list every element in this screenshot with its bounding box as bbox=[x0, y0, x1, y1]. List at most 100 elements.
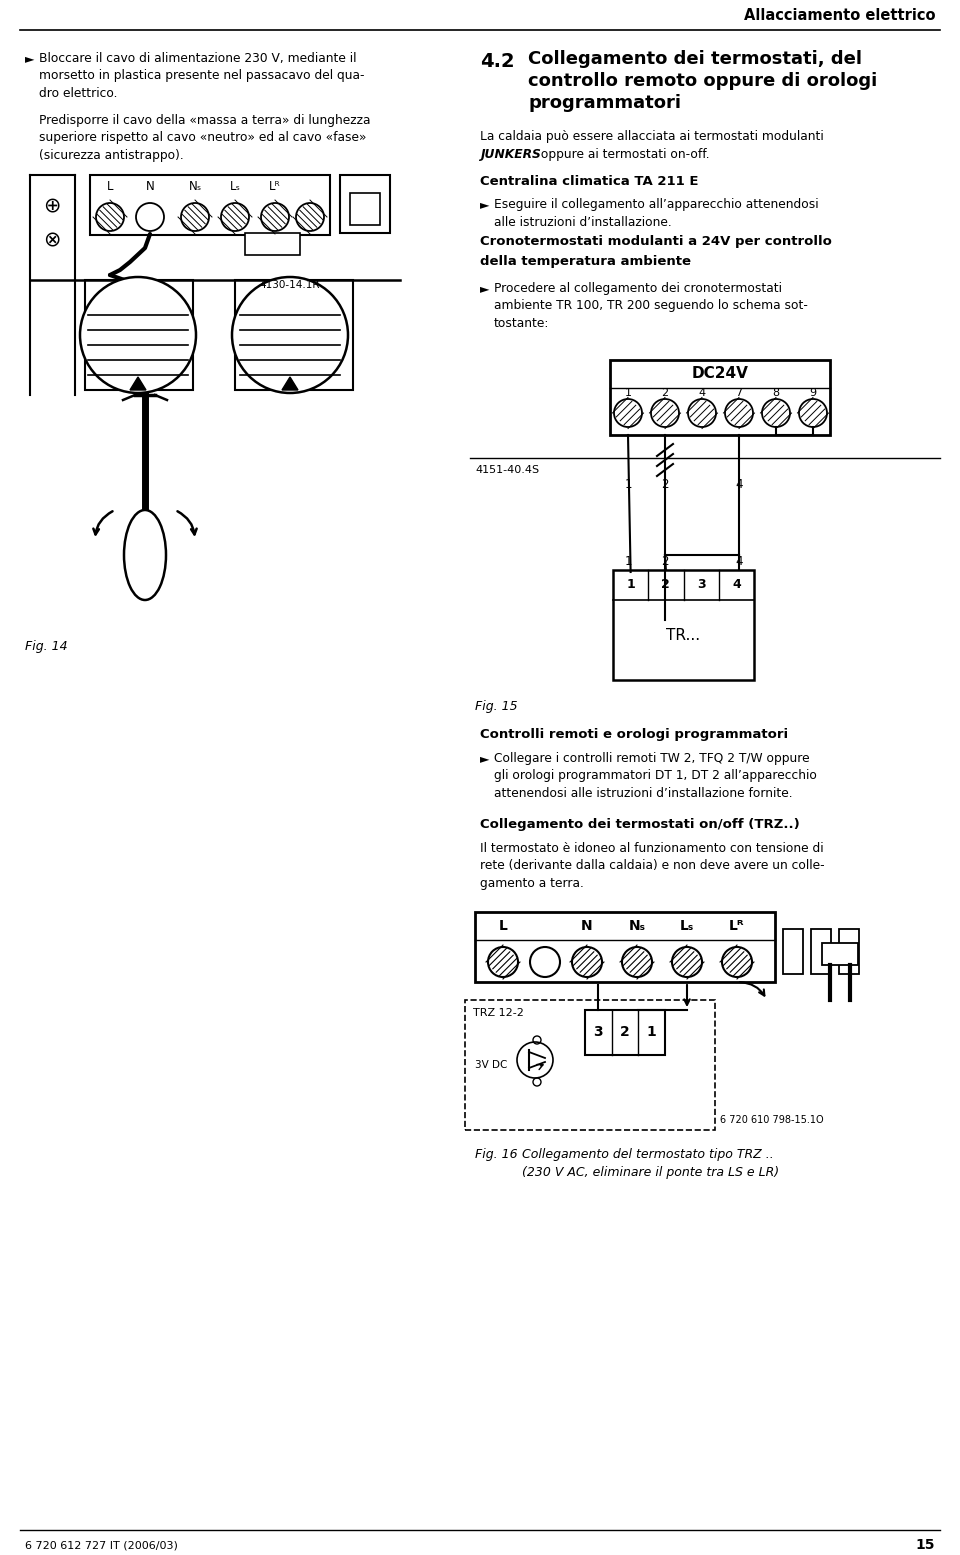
Circle shape bbox=[181, 204, 209, 232]
Text: Nₛ: Nₛ bbox=[188, 180, 202, 193]
Text: Controlli remoti e orologi programmatori: Controlli remoti e orologi programmatori bbox=[480, 728, 788, 742]
Text: 1: 1 bbox=[624, 555, 632, 568]
Bar bbox=[783, 928, 803, 973]
Text: controllo remoto oppure di orologi: controllo remoto oppure di orologi bbox=[528, 72, 877, 90]
Bar bbox=[839, 928, 859, 973]
Bar bbox=[85, 280, 193, 390]
Text: ⊗: ⊗ bbox=[43, 230, 60, 250]
Text: 3: 3 bbox=[593, 1025, 603, 1039]
Text: 2: 2 bbox=[661, 555, 669, 568]
Text: N: N bbox=[146, 180, 155, 193]
Text: Allacciamento elettrico: Allacciamento elettrico bbox=[743, 8, 935, 23]
Circle shape bbox=[799, 400, 827, 428]
Text: ►: ► bbox=[25, 51, 35, 65]
Text: 4.2: 4.2 bbox=[480, 51, 515, 72]
Polygon shape bbox=[130, 376, 146, 390]
Text: Lₛ: Lₛ bbox=[229, 180, 240, 193]
Text: Il termostato è idoneo al funzionamento con tensione di
rete (derivante dalla ca: Il termostato è idoneo al funzionamento … bbox=[480, 841, 825, 889]
Text: 2: 2 bbox=[620, 1025, 630, 1039]
Text: 2: 2 bbox=[661, 389, 668, 398]
Text: 1: 1 bbox=[625, 389, 632, 398]
Text: Procedere al collegamento dei cronotermostati
ambiente TR 100, TR 200 seguendo l: Procedere al collegamento dei cronotermo… bbox=[494, 281, 808, 330]
Text: 4130-14.1R: 4130-14.1R bbox=[259, 280, 320, 289]
Circle shape bbox=[614, 400, 642, 428]
Text: 8: 8 bbox=[773, 389, 780, 398]
Text: 6 720 610 798-15.1O: 6 720 610 798-15.1O bbox=[720, 1115, 824, 1124]
Text: Lᴿ: Lᴿ bbox=[730, 919, 745, 933]
Text: Fig. 14: Fig. 14 bbox=[25, 641, 67, 653]
Circle shape bbox=[80, 277, 196, 393]
Circle shape bbox=[622, 947, 652, 977]
Text: ►: ► bbox=[480, 197, 490, 211]
Bar bbox=[350, 193, 380, 225]
Text: TRZ 12-2: TRZ 12-2 bbox=[473, 1008, 524, 1019]
Text: 4: 4 bbox=[732, 578, 741, 591]
Text: 1: 1 bbox=[626, 578, 635, 591]
Circle shape bbox=[488, 947, 518, 977]
Text: 2: 2 bbox=[661, 578, 670, 591]
Circle shape bbox=[96, 204, 124, 232]
Text: 7: 7 bbox=[735, 389, 743, 398]
Bar bbox=[475, 911, 775, 983]
Text: 6 720 612 727 IT (2006/03): 6 720 612 727 IT (2006/03) bbox=[25, 1539, 178, 1550]
Text: N: N bbox=[581, 919, 593, 933]
Text: 15: 15 bbox=[916, 1538, 935, 1552]
Text: 4: 4 bbox=[735, 555, 743, 568]
Text: Predisporre il cavo della «massa a terra» di lunghezza
superiore rispetto al cav: Predisporre il cavo della «massa a terra… bbox=[39, 114, 371, 162]
Text: 9: 9 bbox=[809, 389, 817, 398]
Circle shape bbox=[530, 947, 560, 977]
Text: Fig. 16: Fig. 16 bbox=[475, 1148, 517, 1162]
Text: Lᴿ: Lᴿ bbox=[269, 180, 281, 193]
Bar bbox=[613, 571, 754, 680]
Circle shape bbox=[296, 204, 324, 232]
Text: 3: 3 bbox=[697, 578, 706, 591]
Bar bbox=[245, 233, 300, 255]
Text: Cronotermostati modulanti a 24V per controllo: Cronotermostati modulanti a 24V per cont… bbox=[480, 235, 832, 247]
Text: ⊕: ⊕ bbox=[43, 194, 60, 215]
Text: L: L bbox=[498, 919, 508, 933]
Circle shape bbox=[762, 400, 790, 428]
Text: JUNKERS: JUNKERS bbox=[480, 148, 540, 162]
Text: Nₛ: Nₛ bbox=[629, 919, 645, 933]
Circle shape bbox=[672, 947, 702, 977]
Text: Collegamento dei termostati on/off (TRZ..): Collegamento dei termostati on/off (TRZ.… bbox=[480, 818, 800, 830]
Bar bbox=[822, 942, 858, 966]
Bar bbox=[585, 1011, 665, 1054]
Bar bbox=[340, 176, 390, 233]
Text: DC24V: DC24V bbox=[691, 367, 749, 381]
Bar bbox=[811, 928, 831, 973]
Circle shape bbox=[722, 947, 752, 977]
Bar bbox=[90, 176, 330, 235]
Ellipse shape bbox=[122, 300, 154, 320]
Text: Bloccare il cavo di alimentazione 230 V, mediante il
morsetto in plastica presen: Bloccare il cavo di alimentazione 230 V,… bbox=[39, 51, 365, 100]
Text: della temperatura ambiente: della temperatura ambiente bbox=[480, 255, 691, 267]
Text: Collegamento del termostato tipo TRZ ..: Collegamento del termostato tipo TRZ .. bbox=[522, 1148, 774, 1162]
Text: 3V DC: 3V DC bbox=[475, 1061, 508, 1070]
Text: TR...: TR... bbox=[666, 628, 701, 642]
Text: 1: 1 bbox=[647, 1025, 657, 1039]
Text: Fig. 15: Fig. 15 bbox=[475, 700, 517, 714]
Circle shape bbox=[651, 400, 679, 428]
Text: (230 V AC, eliminare il ponte tra LS e LR): (230 V AC, eliminare il ponte tra LS e L… bbox=[522, 1166, 780, 1179]
Circle shape bbox=[136, 204, 164, 232]
Polygon shape bbox=[282, 376, 298, 390]
Text: ►: ► bbox=[480, 281, 490, 295]
Text: L: L bbox=[107, 180, 113, 193]
Circle shape bbox=[688, 400, 716, 428]
Text: 4: 4 bbox=[699, 389, 706, 398]
Text: Collegamento dei termostati, del: Collegamento dei termostati, del bbox=[528, 50, 862, 68]
Text: 1: 1 bbox=[624, 477, 632, 491]
Text: Eseguire il collegamento all’apparecchio attenendosi
alle istruzioni d’installaz: Eseguire il collegamento all’apparecchio… bbox=[494, 197, 819, 229]
Text: oppure ai termostati on-off.: oppure ai termostati on-off. bbox=[537, 148, 709, 162]
Bar bbox=[610, 361, 830, 435]
Circle shape bbox=[261, 204, 289, 232]
Text: ►: ► bbox=[480, 753, 490, 765]
Text: 2: 2 bbox=[661, 477, 669, 491]
Circle shape bbox=[232, 277, 348, 393]
Text: 4151-40.4S: 4151-40.4S bbox=[475, 465, 540, 474]
Bar bbox=[465, 1000, 715, 1130]
Text: La caldaia può essere allacciata ai termostati modulanti: La caldaia può essere allacciata ai term… bbox=[480, 131, 824, 143]
Text: Collegare i controlli remoti TW 2, TFQ 2 T/W oppure
gli orologi programmatori DT: Collegare i controlli remoti TW 2, TFQ 2… bbox=[494, 753, 817, 799]
Circle shape bbox=[221, 204, 249, 232]
Circle shape bbox=[725, 400, 753, 428]
